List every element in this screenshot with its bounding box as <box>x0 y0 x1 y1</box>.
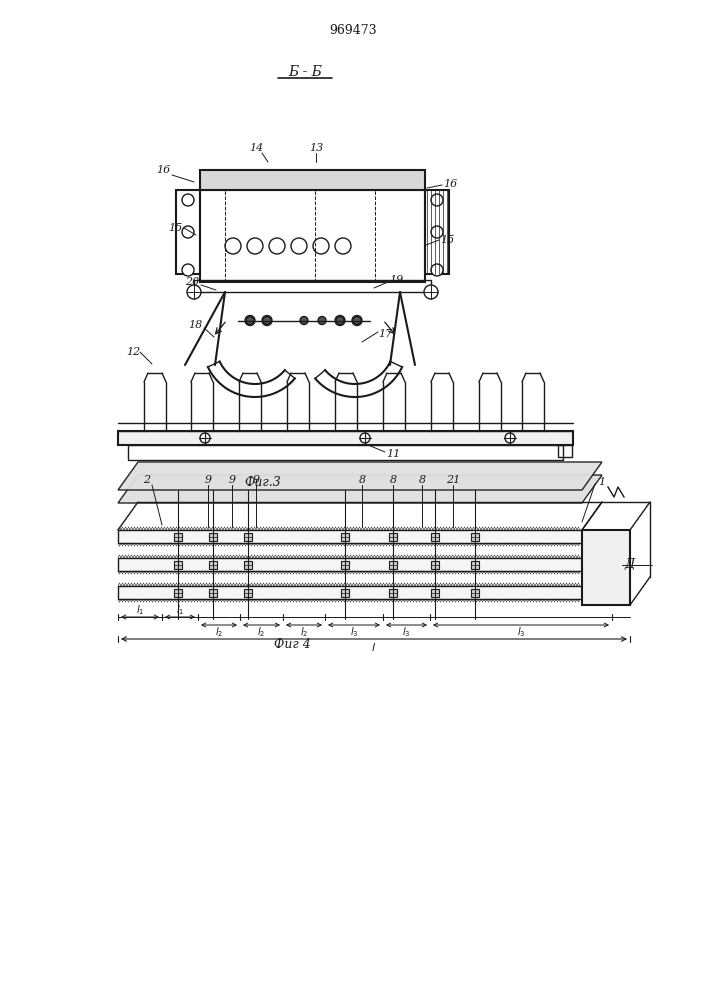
Bar <box>244 533 252 541</box>
Circle shape <box>431 226 443 238</box>
Circle shape <box>336 316 344 324</box>
Circle shape <box>269 238 285 254</box>
Circle shape <box>291 238 307 254</box>
Text: Д: Д <box>625 558 635 572</box>
Bar <box>118 530 582 543</box>
Bar <box>209 533 217 541</box>
Bar <box>389 589 397 597</box>
Circle shape <box>247 238 263 254</box>
Bar <box>389 533 397 541</box>
Circle shape <box>505 433 515 443</box>
Circle shape <box>182 264 194 276</box>
Circle shape <box>313 238 329 254</box>
Text: 20: 20 <box>185 277 199 287</box>
Circle shape <box>182 226 194 238</box>
Bar <box>341 561 349 569</box>
Bar <box>176 190 200 274</box>
Bar <box>431 561 439 569</box>
Bar <box>471 589 479 597</box>
Circle shape <box>245 316 255 326</box>
Bar <box>200 190 425 282</box>
Bar <box>128 445 563 460</box>
Circle shape <box>360 433 370 443</box>
Circle shape <box>300 316 308 324</box>
Text: $l_1$: $l_1$ <box>136 603 144 617</box>
Bar <box>244 561 252 569</box>
Text: 14: 14 <box>249 143 263 153</box>
Text: $l_2$: $l_2$ <box>300 625 308 639</box>
Bar <box>471 533 479 541</box>
Circle shape <box>225 238 241 254</box>
Bar <box>174 561 182 569</box>
Text: 21: 21 <box>446 475 460 485</box>
Bar <box>244 589 252 597</box>
Circle shape <box>246 316 254 324</box>
Bar <box>118 558 582 571</box>
Text: 9: 9 <box>252 475 259 485</box>
Text: 8: 8 <box>419 475 426 485</box>
Text: 11: 11 <box>386 449 400 459</box>
Text: Б - Б: Б - Б <box>288 65 322 79</box>
Bar <box>471 561 479 569</box>
Bar <box>558 445 572 457</box>
Bar <box>425 190 449 274</box>
Bar <box>389 561 397 569</box>
Circle shape <box>262 316 272 326</box>
Text: 1: 1 <box>598 477 606 487</box>
Circle shape <box>335 316 345 326</box>
Bar <box>209 561 217 569</box>
Text: 8: 8 <box>358 475 366 485</box>
Text: 17: 17 <box>378 329 392 339</box>
Text: $l_3$: $l_3$ <box>350 625 358 639</box>
Text: 9: 9 <box>204 475 211 485</box>
Circle shape <box>200 433 210 443</box>
Text: 15: 15 <box>440 235 454 245</box>
Circle shape <box>352 316 362 326</box>
Text: 18: 18 <box>188 320 202 330</box>
Bar <box>582 530 630 605</box>
Circle shape <box>318 316 326 324</box>
Bar <box>341 589 349 597</box>
Circle shape <box>424 285 438 299</box>
Circle shape <box>431 194 443 206</box>
Circle shape <box>263 316 271 324</box>
Text: 16: 16 <box>156 165 170 175</box>
Text: Фиг 4: Фиг 4 <box>274 639 310 652</box>
Text: 12: 12 <box>126 347 140 357</box>
Bar <box>174 589 182 597</box>
Circle shape <box>187 285 201 299</box>
Text: $l_1$: $l_1$ <box>176 603 184 617</box>
Circle shape <box>353 316 361 324</box>
Text: $l_2$: $l_2$ <box>257 625 265 639</box>
Bar <box>431 589 439 597</box>
Circle shape <box>182 194 194 206</box>
Text: $l_2$: $l_2$ <box>215 625 223 639</box>
Bar <box>174 533 182 541</box>
Text: 19: 19 <box>389 275 403 285</box>
Bar <box>431 533 439 541</box>
Polygon shape <box>118 462 602 490</box>
Text: $l$: $l$ <box>371 641 377 653</box>
Text: 969473: 969473 <box>329 23 377 36</box>
Bar <box>118 431 573 445</box>
Text: 9: 9 <box>228 475 235 485</box>
Circle shape <box>431 264 443 276</box>
Text: 2: 2 <box>144 475 151 485</box>
Circle shape <box>335 238 351 254</box>
Bar <box>118 586 582 599</box>
Polygon shape <box>118 475 602 503</box>
Bar <box>341 533 349 541</box>
Text: Фиг.3: Фиг.3 <box>245 476 281 488</box>
Text: $l_3$: $l_3$ <box>517 625 525 639</box>
Text: 16: 16 <box>443 179 457 189</box>
Bar <box>209 589 217 597</box>
Text: 15: 15 <box>168 223 182 233</box>
Text: $l_3$: $l_3$ <box>402 625 410 639</box>
Text: 8: 8 <box>390 475 397 485</box>
Text: 13: 13 <box>309 143 323 153</box>
Bar <box>194 280 431 292</box>
Bar <box>200 170 425 190</box>
